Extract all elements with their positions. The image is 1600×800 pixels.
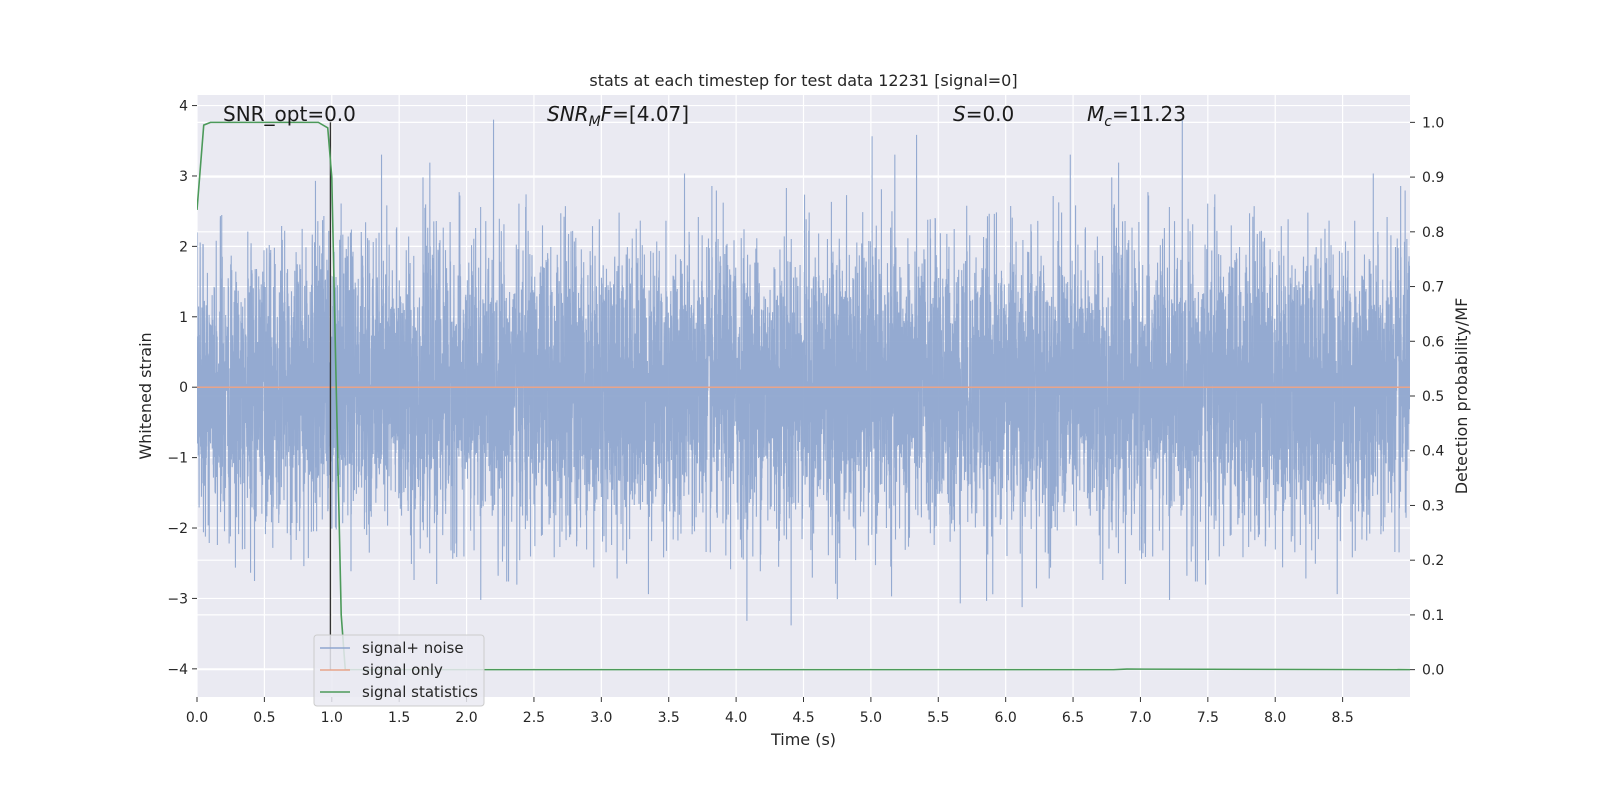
y-right-tick-label: 0.8: [1422, 225, 1444, 241]
x-tick-label: 0.5: [253, 710, 275, 726]
x-tick-label: 7.0: [1129, 710, 1151, 726]
y-right-tick-label: 0.1: [1422, 608, 1444, 624]
annotation-mc-value: =11.23: [1112, 102, 1186, 126]
legend-label: signal only: [362, 661, 443, 679]
annotation-mc-sub: c: [1104, 114, 1112, 130]
x-tick-label: 7.5: [1197, 710, 1219, 726]
x-tick-label: 2.0: [455, 710, 477, 726]
x-tick-label: 1.5: [388, 710, 410, 726]
legend: signal+ noise signal only signal statistic…: [313, 634, 485, 707]
legend-label: signal statistics: [362, 683, 478, 701]
chart-title: stats at each timestep for test data 122…: [589, 71, 1017, 90]
x-tick-label: 0.0: [186, 710, 208, 726]
y-left-tick-label: −4: [167, 662, 188, 678]
x-tick-label: 3.5: [658, 710, 680, 726]
y-axis-right-label: Detection probability/MF: [1452, 298, 1471, 495]
annotation-snr-mf: SNRMF=[4.07]: [547, 102, 689, 130]
x-tick-label: 4.5: [792, 710, 814, 726]
x-tick-label: 1.0: [321, 710, 343, 726]
y-right-tick-label: 0.4: [1422, 444, 1444, 460]
series-signal-noise-line: [197, 119, 1410, 626]
y-left-tick-label: 4: [179, 99, 188, 115]
y-left-tick-label: 3: [179, 169, 188, 185]
annotation-snr-mf-prefix: SNR: [547, 102, 589, 126]
annotation-snr-mf-suffix-f: F: [601, 102, 613, 126]
series-signal-statistics-line: [197, 121, 1410, 671]
annotation-snr-mf-suffix: =[4.07]: [612, 102, 689, 126]
x-axis-label: Time (s): [770, 730, 836, 749]
x-tick-label: 6.5: [1062, 710, 1084, 726]
y-right-tick-label: 0.0: [1422, 663, 1444, 679]
annotation-snr-opt: SNR_opt=0.0: [223, 102, 356, 126]
legend-box: [313, 634, 485, 707]
y-right-tick-label: 0.5: [1422, 389, 1444, 405]
y-right-tick-label: 0.7: [1422, 280, 1444, 296]
y-right-tick-label: 0.9: [1422, 170, 1444, 186]
y-right-tick-label: 1.0: [1422, 115, 1444, 131]
annotation-s-value: =0.0: [966, 102, 1015, 126]
ticks: 0.0 0.5 1.0 1.5 2.0 2.5 3.0 3.5 4.0 4.5 5.0 5.5 6.0 6…: [167, 99, 1444, 726]
y-axis-left-label: Whitened strain: [136, 332, 155, 459]
y-left-tick-label: 1: [179, 310, 188, 326]
x-tick-label: 6.0: [995, 710, 1017, 726]
annotation-snr-mf-sub: M: [589, 114, 601, 130]
annotation-s: S=0.0: [953, 102, 1014, 126]
x-tick-label: 8.0: [1264, 710, 1286, 726]
y-left-tick-label: −2: [167, 521, 188, 537]
x-tick-label: 3.0: [590, 710, 612, 726]
x-tick-label: 8.5: [1331, 710, 1353, 726]
y-left-tick-label: 0: [179, 380, 188, 396]
series-layer: [197, 119, 1410, 671]
annotation-s-label: S: [953, 102, 966, 126]
annotation-mc: Mc=11.23: [1087, 102, 1186, 130]
y-right-tick-label: 0.6: [1422, 334, 1444, 350]
x-tick-label: 5.5: [927, 710, 949, 726]
y-left-tick-label: −1: [167, 451, 188, 467]
y-left-tick-label: −3: [167, 591, 188, 607]
x-tick-label: 5.0: [860, 710, 882, 726]
x-tick-label: 4.0: [725, 710, 747, 726]
y-right-tick-label: 0.3: [1422, 498, 1444, 514]
legend-label: signal+ noise: [362, 639, 464, 657]
x-tick-label: 2.5: [523, 710, 545, 726]
y-left-tick-label: 2: [179, 239, 188, 255]
y-right-tick-label: 0.2: [1422, 553, 1444, 569]
annotation-mc-label: M: [1087, 102, 1104, 126]
